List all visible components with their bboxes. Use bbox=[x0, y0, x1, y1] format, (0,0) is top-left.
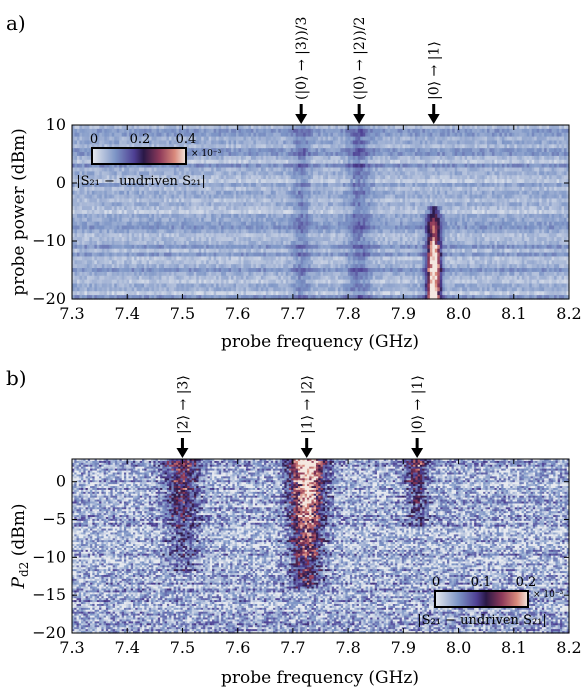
panel-a-label: a) bbox=[6, 11, 26, 35]
panel-a: a) 7.3 7.4 7.5 7.6 7.7 7.8 7.9 8.0 8.1 8.2 100−10… bbox=[6, 11, 581, 352]
